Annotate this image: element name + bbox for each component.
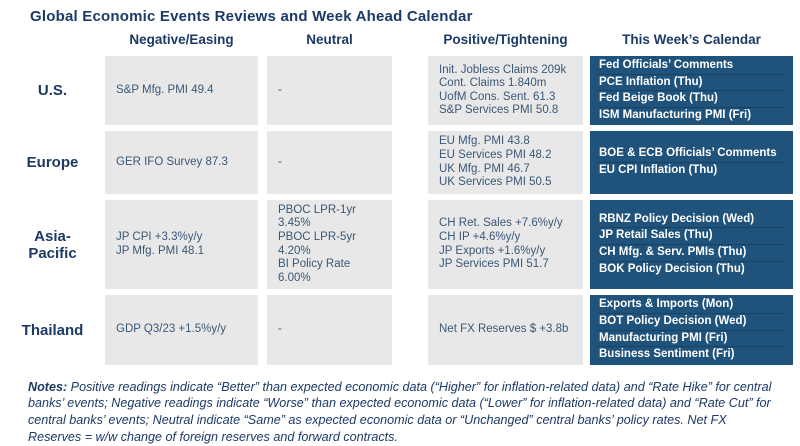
row-label-text: U.S. xyxy=(37,82,68,100)
cell-line: BOE & ECB Officials’ Comments xyxy=(599,147,777,160)
neutral-cell: PBOC LPR-1yr 3.45% PBOC LPR-5yr 4.20% BI… xyxy=(267,199,392,290)
cell-line: Exports & Imports (Mon) xyxy=(599,298,734,311)
table-row-asia-pacific: Asia- Pacific JP CPI +3.3%y/y JP Mfg. PM… xyxy=(0,199,800,290)
row-label-text: Thailand xyxy=(21,321,84,339)
cell-line: CH Ret. Sales +7.6%y/y xyxy=(439,217,563,230)
row-label-text: Asia- xyxy=(34,227,71,245)
cell-line: Fed Beige Book (Thu) xyxy=(599,90,784,106)
cell-line: PBOC LPR-5yr 4.20% xyxy=(278,230,356,257)
cell-line: S&P Mfg. PMI 49.4 xyxy=(116,83,214,96)
report-page: Global Economic Events Reviews and Week … xyxy=(0,8,800,444)
row-label-us: U.S. xyxy=(0,56,105,125)
positive-cell: Net FX Reserves $ +3.8b xyxy=(428,295,583,365)
table-row-thailand: Thailand GDP Q3/23 +1.5%y/y - Net FX Res… xyxy=(0,295,800,365)
notes-text: Positive readings indicate “Better” than… xyxy=(28,379,772,445)
column-header-calendar: This Week’s Calendar xyxy=(622,32,761,47)
cell-line: CH IP +4.6%y/y xyxy=(439,230,521,243)
cell-line: UK Services PMI 50.5 xyxy=(439,176,552,189)
cell-line: Fed Officials’ Comments xyxy=(599,59,734,71)
cell-line: BOT Policy Decision (Wed) xyxy=(599,312,784,329)
negative-cell: GER IFO Survey 87.3 xyxy=(105,131,258,194)
cell-line: JP CPI +3.3%y/y xyxy=(116,230,203,243)
negative-cell: JP CPI +3.3%y/y JP Mfg. PMI 48.1 xyxy=(105,199,258,290)
neutral-cell: - xyxy=(267,295,392,365)
cell-line: - xyxy=(278,83,282,96)
column-header-negative: Negative/Easing xyxy=(129,32,234,47)
cell-line: Cont. Claims 1.840m xyxy=(439,77,547,90)
calendar-cell: BOE & ECB Officials’ Comments EU CPI Inf… xyxy=(590,131,793,194)
cell-line: EU Mfg. PMI 43.8 xyxy=(439,135,530,148)
cell-line: Init. Jobless Claims 209k xyxy=(439,63,567,76)
row-label-text: Europe xyxy=(26,154,79,172)
cell-line: Business Sentiment (Fri) xyxy=(599,346,784,362)
cell-line: Manufacturing PMI (Fri) xyxy=(599,329,784,346)
cell-line: - xyxy=(278,155,282,168)
cell-line: EU CPI Inflation (Thu) xyxy=(599,162,784,178)
cell-line: EU Services PMI 48.2 xyxy=(439,148,552,161)
page-title: Global Economic Events Reviews and Week … xyxy=(30,8,473,25)
cell-line: RBNZ Policy Decision (Wed) xyxy=(599,212,755,225)
cell-line: CH Mfg. & Serv. PMIs (Thu) xyxy=(599,244,784,260)
calendar-cell: Fed Officials’ Comments PCE Inflation (T… xyxy=(590,56,793,126)
row-label-thailand: Thailand xyxy=(0,295,105,364)
cell-line: Net FX Reserves $ +3.8b xyxy=(439,323,569,336)
cell-line: BI Policy Rate 6.00% xyxy=(278,258,351,284)
table-header: Negative/Easing Neutral Positive/Tighten… xyxy=(0,32,800,47)
positive-cell: EU Mfg. PMI 43.8 EU Services PMI 48.2 UK… xyxy=(428,131,583,194)
notes-label: Notes: xyxy=(28,379,68,394)
table-row-us: U.S. S&P Mfg. PMI 49.4 - Init. Jobless C… xyxy=(0,56,800,126)
row-label-europe: Europe xyxy=(0,131,105,193)
cell-line: PBOC LPR-1yr 3.45% xyxy=(278,203,356,230)
cell-line: ISM Manufacturing PMI (Fri) xyxy=(599,106,784,123)
cell-line: PCE Inflation (Thu) xyxy=(599,73,784,90)
row-label-asia-pacific: Asia- Pacific xyxy=(0,200,105,290)
column-header-neutral: Neutral xyxy=(306,32,353,47)
column-header-positive: Positive/Tightening xyxy=(443,32,568,47)
cell-line: UK Mfg. PMI 46.7 xyxy=(439,162,530,175)
cell-line: BOK Policy Decision (Thu) xyxy=(599,260,784,277)
negative-cell: GDP Q3/23 +1.5%y/y xyxy=(105,295,258,365)
cell-line: GER IFO Survey 87.3 xyxy=(116,155,228,168)
cell-line: GDP Q3/23 +1.5%y/y xyxy=(116,323,227,336)
cell-line: JP Mfg. PMI 48.1 xyxy=(116,244,204,257)
cell-line: JP Retail Sales (Thu) xyxy=(599,227,784,243)
table-row-europe: Europe GER IFO Survey 87.3 - EU Mfg. PMI… xyxy=(0,131,800,194)
positive-cell: CH Ret. Sales +7.6%y/y CH IP +4.6%y/y JP… xyxy=(428,199,583,290)
neutral-cell: - xyxy=(267,131,392,194)
column-header-region xyxy=(0,32,105,47)
cell-line: UofM Cons. Sent. 61.3 xyxy=(439,90,556,103)
positive-cell: Init. Jobless Claims 209k Cont. Claims 1… xyxy=(428,56,583,126)
notes-paragraph: Notes: Positive readings indicate “Bette… xyxy=(28,379,772,446)
cell-line: JP Exports +1.6%y/y xyxy=(439,244,546,257)
cell-line: JP Services PMI 51.7 xyxy=(439,258,549,271)
calendar-cell: RBNZ Policy Decision (Wed) JP Retail Sal… xyxy=(590,199,793,290)
neutral-cell: - xyxy=(267,56,392,126)
cell-line: - xyxy=(278,323,282,336)
calendar-cell: Exports & Imports (Mon) BOT Policy Decis… xyxy=(590,295,793,365)
negative-cell: S&P Mfg. PMI 49.4 xyxy=(105,56,258,126)
cell-line: S&P Services PMI 50.8 xyxy=(439,104,559,117)
row-label-text-2: Pacific xyxy=(28,244,77,262)
